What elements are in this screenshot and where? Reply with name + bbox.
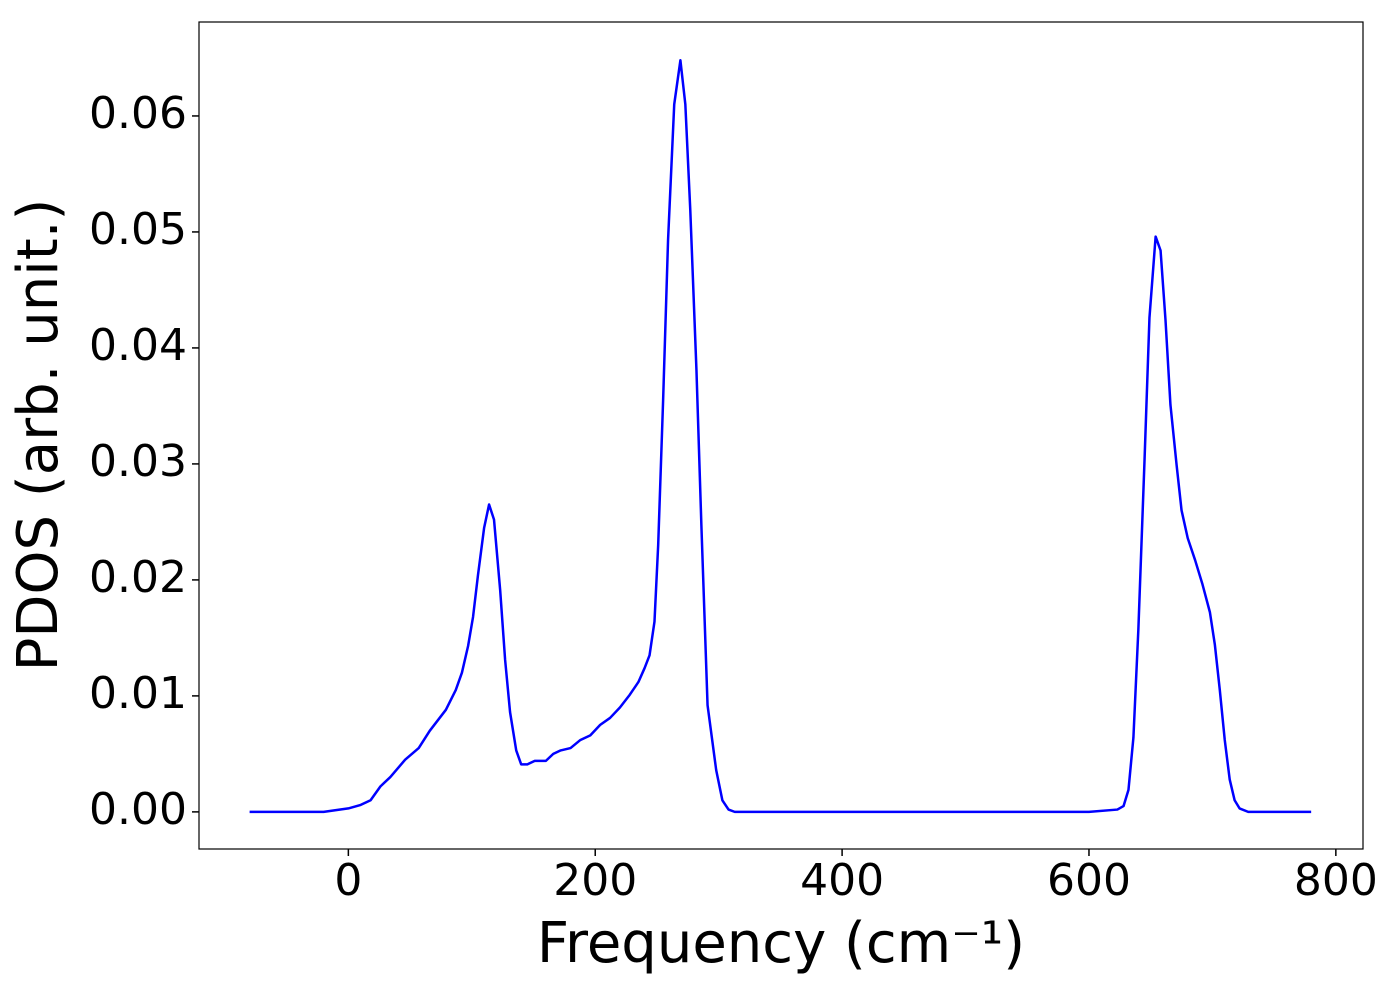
x-tick-label: 600 (1047, 855, 1131, 906)
y-tick-label: 0.00 (89, 784, 187, 835)
y-tick-label: 0.01 (89, 668, 187, 719)
x-tick-label: 400 (800, 855, 884, 906)
line-series (249, 59, 1312, 814)
x-tick-label: 0 (334, 855, 362, 906)
y-tick-label: 0.02 (89, 552, 187, 603)
x-tick-label: 200 (553, 855, 637, 906)
x-axis-label: Frequency (cm⁻¹) (537, 911, 1025, 976)
plot-frame (198, 21, 1364, 850)
y-axis-label: PDOS (arb. unit.) (6, 199, 71, 672)
x-tick-label: 800 (1294, 855, 1378, 906)
y-tick-label: 0.05 (89, 204, 187, 255)
y-tick-label: 0.03 (89, 436, 187, 487)
y-tick-label: 0.04 (89, 320, 187, 371)
y-tick-label: 0.06 (89, 88, 187, 139)
